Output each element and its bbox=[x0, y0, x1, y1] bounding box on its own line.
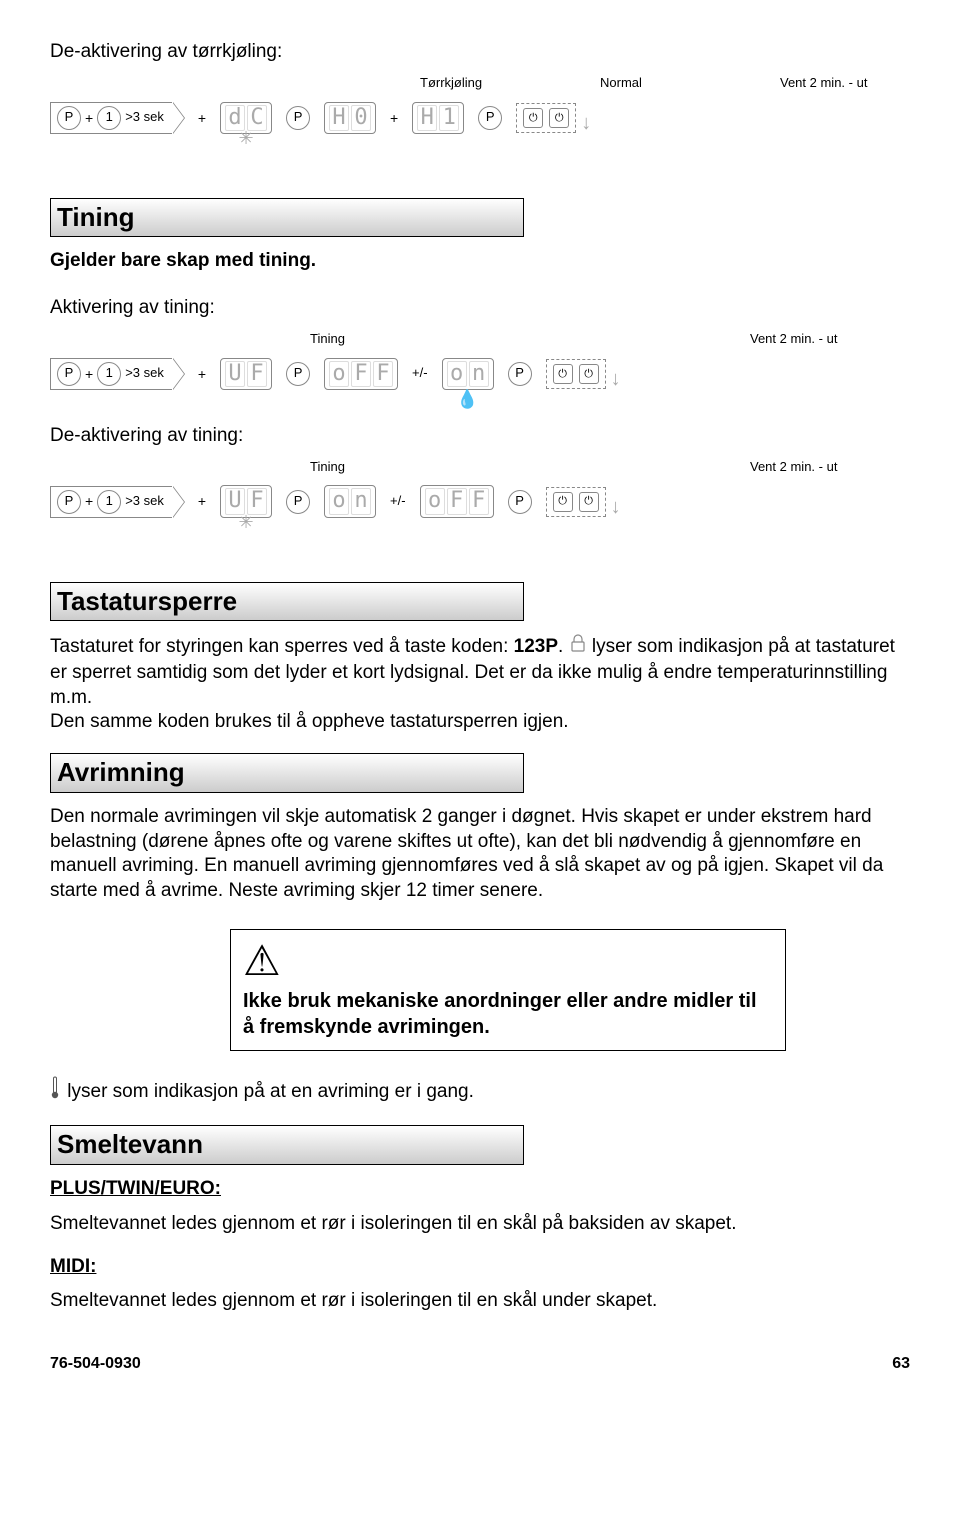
drop-icon: 💧 bbox=[456, 388, 478, 411]
key-p-icon: P bbox=[478, 106, 502, 130]
rays-icon: ✳ bbox=[239, 511, 254, 534]
key-p-icon: P bbox=[508, 490, 532, 514]
key-1-icon: 1 bbox=[97, 106, 121, 130]
row2-labels: Tining Vent 2 min. - ut bbox=[50, 331, 910, 349]
footer-doc-number: 76-504-0930 bbox=[50, 1354, 141, 1375]
pte-text: Smeltevannet ledes gjennom et rør i isol… bbox=[50, 1212, 910, 1237]
label-plus-twin-euro: PLUS/TWIN/EURO: bbox=[50, 1177, 910, 1202]
warning-box: ⚠ Ikke bruk mekaniske anordninger eller … bbox=[230, 929, 786, 1051]
label-tining: Tining bbox=[310, 459, 345, 476]
display-uf: U F ✳ bbox=[220, 485, 272, 517]
key-1-icon: 1 bbox=[97, 490, 121, 514]
avrimning-paragraph: Den normale avrimingen vil skje automati… bbox=[50, 805, 910, 904]
key-sequence: P + 1 >3 sek bbox=[50, 358, 172, 390]
tining-subtitle: Gjelder bare skap med tining. bbox=[50, 249, 910, 274]
heading-deactivate-dry: De-aktivering av tørrkjøling: bbox=[50, 40, 910, 65]
rays-icon: ✳ bbox=[239, 127, 254, 150]
diagram-row-1: P + 1 >3 sek + d C ✳ P H 0 + H 1 P ⏻ ⏻ ↓ bbox=[50, 93, 910, 143]
label-normal: Normal bbox=[600, 75, 642, 92]
footer-page-number: 63 bbox=[892, 1354, 910, 1375]
diagram-row-2: P + 1 >3 sek + U F P o F F +/- o n 💧 P ⏻… bbox=[50, 349, 910, 399]
heading-deactivate-tining: De-aktivering av tining: bbox=[50, 424, 910, 449]
display-h1: H 1 bbox=[412, 102, 464, 134]
key-p-icon: P bbox=[57, 106, 81, 130]
power-icon: ⏻ bbox=[579, 492, 599, 512]
section-tining: Tining bbox=[50, 198, 524, 238]
key-p-icon: P bbox=[508, 362, 532, 386]
arrow-down-icon: ↓ bbox=[581, 110, 591, 136]
power-box: ⏻ ⏻ ↓ bbox=[546, 487, 606, 517]
display-dc: d C ✳ bbox=[220, 102, 272, 134]
row1-labels: Tørrkjøling Normal Vent 2 min. - ut bbox=[50, 75, 910, 93]
thermometer-icon bbox=[50, 1076, 60, 1108]
lock-icon bbox=[569, 633, 587, 661]
heading-activate-tining: Aktivering av tining: bbox=[50, 296, 910, 321]
display-on: o n 💧 bbox=[442, 358, 494, 390]
key-p-icon: P bbox=[57, 490, 81, 514]
key-p-icon: P bbox=[286, 106, 310, 130]
display-h0: H 0 bbox=[324, 102, 376, 134]
label-vent: Vent 2 min. - ut bbox=[750, 331, 837, 348]
key-1-icon: 1 bbox=[97, 362, 121, 386]
key-p-icon: P bbox=[57, 362, 81, 386]
key-sequence: P + 1 >3 sek bbox=[50, 486, 172, 518]
power-icon: ⏻ bbox=[549, 108, 569, 128]
arrow-down-icon: ↓ bbox=[611, 494, 621, 520]
page-footer: 76-504-0930 63 bbox=[50, 1354, 910, 1375]
label-midi: MIDI: bbox=[50, 1255, 910, 1280]
midi-text: Smeltevannet ledes gjennom et rør i isol… bbox=[50, 1289, 910, 1314]
key-sequence: P + 1 >3 sek bbox=[50, 102, 172, 134]
display-uf: U F bbox=[220, 358, 272, 390]
power-icon: ⏻ bbox=[579, 364, 599, 384]
key-p-icon: P bbox=[286, 490, 310, 514]
tastatur-paragraph: Tastaturet for styringen kan sperres ved… bbox=[50, 633, 910, 735]
label-tining: Tining bbox=[310, 331, 345, 348]
label-torrkjoling: Tørrkjøling bbox=[420, 75, 482, 92]
power-box: ⏻ ⏻ ↓ bbox=[546, 359, 606, 389]
display-on: o n bbox=[324, 485, 376, 517]
power-icon: ⏻ bbox=[553, 364, 573, 384]
label-vent: Vent 2 min. - ut bbox=[780, 75, 867, 92]
label-vent: Vent 2 min. - ut bbox=[750, 459, 837, 476]
warning-icon: ⚠ bbox=[243, 940, 773, 982]
arrow-down-icon: ↓ bbox=[611, 366, 621, 392]
display-off: o F F bbox=[420, 485, 494, 517]
power-box: ⏻ ⏻ ↓ bbox=[516, 103, 576, 133]
section-tastatursperre: Tastatursperre bbox=[50, 582, 524, 622]
diagram-row-3: P + 1 >3 sek + U F ✳ P o n +/- o F F P ⏻… bbox=[50, 477, 910, 527]
warning-text: Ikke bruk mekaniske anordninger eller an… bbox=[243, 988, 773, 1040]
key-p-icon: P bbox=[286, 362, 310, 386]
row3-labels: Tining Vent 2 min. - ut bbox=[50, 459, 910, 477]
display-off: o F F bbox=[324, 358, 398, 390]
power-icon: ⏻ bbox=[553, 492, 573, 512]
section-smeltevann: Smeltevann bbox=[50, 1125, 524, 1165]
power-icon: ⏻ bbox=[523, 108, 543, 128]
avriming-indicator-text: lyser som indikasjon på at en avriming e… bbox=[50, 1076, 910, 1108]
section-avrimning: Avrimning bbox=[50, 753, 524, 793]
